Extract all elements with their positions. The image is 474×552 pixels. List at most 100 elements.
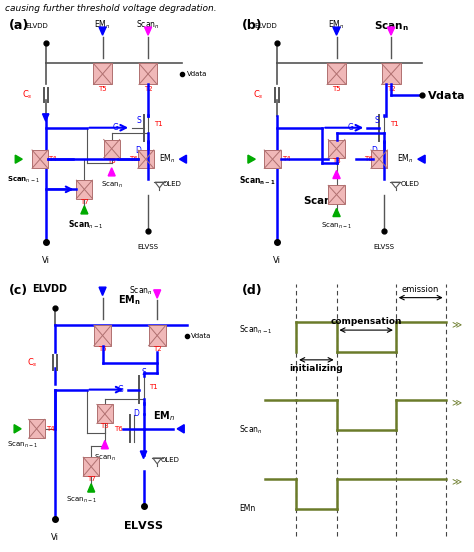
Bar <box>327 63 346 84</box>
Polygon shape <box>154 290 161 298</box>
Text: $\gg$: $\gg$ <box>450 476 464 487</box>
Bar <box>328 140 345 158</box>
Text: T2: T2 <box>387 86 395 92</box>
Polygon shape <box>88 484 95 492</box>
Text: T1: T1 <box>154 121 163 127</box>
Text: T7: T7 <box>80 199 89 204</box>
Text: (a): (a) <box>9 19 29 32</box>
Polygon shape <box>333 171 340 178</box>
Text: ELVDD: ELVDD <box>254 23 277 29</box>
Text: T3: T3 <box>332 158 341 164</box>
Text: G: G <box>117 385 123 394</box>
Text: Scan$_{n-1}$: Scan$_{n-1}$ <box>239 324 273 336</box>
Bar <box>371 150 387 168</box>
Text: $\gg$: $\gg$ <box>450 398 464 408</box>
Bar <box>264 150 281 168</box>
Text: Scan$_{n-1}$: Scan$_{n-1}$ <box>7 175 40 185</box>
Bar <box>148 325 166 346</box>
Text: EMn: EMn <box>239 504 255 513</box>
Text: S: S <box>374 116 379 125</box>
Text: (d): (d) <box>242 284 263 297</box>
Text: Scan$_{n-1}$: Scan$_{n-1}$ <box>68 218 104 231</box>
Polygon shape <box>99 27 106 35</box>
Text: ELVDD: ELVDD <box>32 284 67 294</box>
Bar <box>32 150 48 168</box>
Text: D: D <box>371 146 377 155</box>
Text: G: G <box>113 123 118 132</box>
Text: T2: T2 <box>144 86 152 92</box>
Text: compensation: compensation <box>330 317 402 326</box>
Polygon shape <box>180 155 186 163</box>
Polygon shape <box>140 451 147 459</box>
Text: T1: T1 <box>390 121 399 127</box>
Text: Scan$_n$: Scan$_n$ <box>136 19 160 31</box>
Text: T7: T7 <box>87 476 96 482</box>
Polygon shape <box>14 424 21 433</box>
Text: T1: T1 <box>149 384 158 390</box>
Text: (b): (b) <box>242 19 263 32</box>
Bar <box>139 63 157 84</box>
Text: T3: T3 <box>100 423 109 429</box>
Text: G: G <box>347 123 353 132</box>
Text: $\mathbf{Scan_{n-1}}$: $\mathbf{Scan_{n-1}}$ <box>239 175 276 188</box>
Text: Vi: Vi <box>42 256 50 265</box>
Bar <box>97 405 113 423</box>
Text: ELVSS: ELVSS <box>374 245 394 251</box>
Bar <box>76 180 92 199</box>
Polygon shape <box>43 114 49 121</box>
Text: C$_s$: C$_s$ <box>27 356 37 369</box>
Text: (c): (c) <box>9 284 28 297</box>
Bar <box>104 140 119 158</box>
Text: S: S <box>141 368 146 377</box>
Text: $\gg$: $\gg$ <box>450 320 464 330</box>
Text: EM$_n$: EM$_n$ <box>153 410 175 423</box>
Text: T6: T6 <box>114 426 123 432</box>
Bar <box>382 63 401 84</box>
Text: Vi: Vi <box>51 533 59 542</box>
Text: T6: T6 <box>129 156 138 162</box>
Text: OLED: OLED <box>161 457 180 463</box>
Text: Scan$_n$: Scan$_n$ <box>239 424 263 437</box>
Text: T6: T6 <box>365 156 373 162</box>
Bar <box>28 420 45 438</box>
Text: Scan$_n$: Scan$_n$ <box>101 180 123 190</box>
Bar <box>328 185 345 204</box>
Text: emission: emission <box>402 285 439 294</box>
Text: EM$_n$: EM$_n$ <box>328 19 345 31</box>
Polygon shape <box>15 155 22 163</box>
Polygon shape <box>387 27 395 35</box>
Polygon shape <box>99 287 106 295</box>
Text: Scan$_{n-1}$: Scan$_{n-1}$ <box>321 221 352 231</box>
Polygon shape <box>333 27 340 35</box>
Bar <box>83 457 99 476</box>
Text: $\mathbf{Vdata}$: $\mathbf{Vdata}$ <box>427 89 465 101</box>
Text: T5: T5 <box>98 346 107 352</box>
Bar <box>93 63 112 84</box>
Text: Vdata: Vdata <box>187 71 207 77</box>
Text: T5: T5 <box>98 86 107 92</box>
Text: EM$_n$: EM$_n$ <box>159 153 175 166</box>
Text: OLED: OLED <box>401 181 419 187</box>
Text: Scan$_n$: Scan$_n$ <box>94 453 116 463</box>
Text: C$_s$: C$_s$ <box>253 89 264 101</box>
Text: OLED: OLED <box>163 181 182 187</box>
Polygon shape <box>81 206 88 214</box>
Text: T4: T4 <box>282 156 291 162</box>
Polygon shape <box>248 155 255 163</box>
Text: T5: T5 <box>332 86 341 92</box>
Text: Scan$_{n-1}$: Scan$_{n-1}$ <box>7 439 38 450</box>
Bar <box>94 325 111 346</box>
Text: $\mathbf{Scan_n}$: $\mathbf{Scan_n}$ <box>374 19 409 33</box>
Text: T2: T2 <box>153 346 162 352</box>
Text: ELVSS: ELVSS <box>137 245 159 251</box>
Polygon shape <box>333 209 340 216</box>
Bar <box>138 150 154 168</box>
Text: D: D <box>133 408 139 417</box>
Text: EM$_n$: EM$_n$ <box>94 19 111 31</box>
Text: T4: T4 <box>48 156 56 162</box>
Polygon shape <box>418 155 425 163</box>
Text: D: D <box>136 146 141 155</box>
Text: T3: T3 <box>107 158 116 164</box>
Text: causing further threshold voltage degradation.: causing further threshold voltage degrad… <box>5 4 216 13</box>
Text: $\mathbf{ELVSS}$: $\mathbf{ELVSS}$ <box>123 519 164 532</box>
